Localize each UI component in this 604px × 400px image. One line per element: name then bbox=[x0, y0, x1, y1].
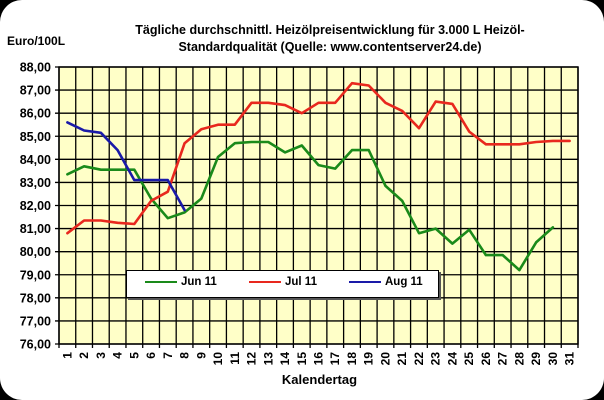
x-tick-label: 6 bbox=[144, 352, 158, 359]
legend-swatch-jul bbox=[249, 281, 281, 283]
y-tick-label: 83,00 bbox=[20, 176, 51, 190]
x-tick-label: 17 bbox=[328, 352, 342, 366]
x-tick-label: 18 bbox=[345, 352, 359, 366]
x-tick-label: 9 bbox=[194, 352, 208, 359]
y-tick-label: 82,00 bbox=[20, 199, 51, 213]
x-tick-label: 1 bbox=[60, 352, 74, 359]
x-tick-label: 30 bbox=[546, 352, 560, 366]
x-tick-label: 3 bbox=[94, 352, 108, 359]
legend-item-jul: Jul 11 bbox=[249, 276, 317, 288]
legend-swatch-aug bbox=[349, 281, 381, 283]
x-tick-label: 26 bbox=[479, 352, 493, 366]
y-tick-label: 79,00 bbox=[20, 268, 51, 282]
x-tick-label: 20 bbox=[378, 352, 392, 366]
x-tick-label: 15 bbox=[295, 352, 309, 366]
x-axis-label: Kalendertag bbox=[281, 372, 358, 387]
x-tick-label: 28 bbox=[512, 352, 526, 366]
x-tick-label: 13 bbox=[261, 352, 275, 366]
x-tick-label: 14 bbox=[278, 352, 292, 366]
x-tick-label: 8 bbox=[178, 352, 192, 359]
legend-item-aug: Aug 11 bbox=[349, 276, 423, 288]
y-tick-label: 80,00 bbox=[20, 245, 51, 259]
x-tick-label: 29 bbox=[529, 352, 543, 366]
chart-title: Tägliche durchschnittl. Heizölpreisentwi… bbox=[80, 22, 580, 56]
x-tick-label: 7 bbox=[161, 352, 175, 359]
x-tick-label: 27 bbox=[496, 352, 510, 366]
y-axis-label: Euro/100L bbox=[7, 34, 66, 48]
chart-title-line-1: Tägliche durchschnittl. Heizölpreisentwi… bbox=[135, 23, 525, 37]
chart-title-line-2: Standardqualität (Quelle: www.contentser… bbox=[178, 40, 482, 54]
legend-label-jul: Jul 11 bbox=[285, 276, 317, 288]
y-tick-label: 76,00 bbox=[20, 338, 51, 352]
x-tick-label: 12 bbox=[245, 352, 259, 366]
x-tick-label: 5 bbox=[127, 352, 141, 359]
series-line-jun-11 bbox=[66, 140, 555, 272]
y-tick-label: 88,00 bbox=[20, 61, 51, 75]
y-tick-label: 77,00 bbox=[20, 314, 51, 328]
x-tick-label: 22 bbox=[412, 352, 426, 366]
chart-legend: Jun 11 Jul 11 Aug 11 bbox=[126, 270, 439, 298]
x-tick-label: 25 bbox=[462, 352, 476, 366]
x-tick-label: 11 bbox=[228, 352, 242, 365]
legend-item-jun: Jun 11 bbox=[145, 276, 217, 288]
y-tick-label: 85,00 bbox=[20, 130, 51, 144]
x-tick-label: 19 bbox=[362, 352, 376, 366]
x-tick-label: 4 bbox=[111, 352, 125, 359]
legend-swatch-jun bbox=[145, 281, 177, 283]
y-tick-label: 81,00 bbox=[20, 222, 51, 236]
x-tick-label: 31 bbox=[563, 352, 577, 366]
plot-border bbox=[58, 66, 579, 345]
y-tick-label: 87,00 bbox=[20, 84, 51, 98]
x-tick-label: 21 bbox=[395, 352, 409, 366]
x-tick-label: 23 bbox=[429, 352, 443, 366]
legend-label-aug: Aug 11 bbox=[385, 276, 423, 288]
y-tick-label: 86,00 bbox=[20, 107, 51, 121]
series-line-aug-11 bbox=[66, 121, 186, 212]
x-tick-label: 2 bbox=[77, 352, 91, 359]
y-tick-label: 84,00 bbox=[20, 153, 51, 167]
x-tick-label: 16 bbox=[312, 352, 326, 366]
y-tick-label: 78,00 bbox=[20, 291, 51, 305]
x-tick-label: 10 bbox=[211, 352, 225, 366]
series-line-jul-11 bbox=[66, 81, 571, 235]
legend-label-jun: Jun 11 bbox=[181, 276, 217, 288]
x-tick-label: 24 bbox=[445, 352, 459, 366]
